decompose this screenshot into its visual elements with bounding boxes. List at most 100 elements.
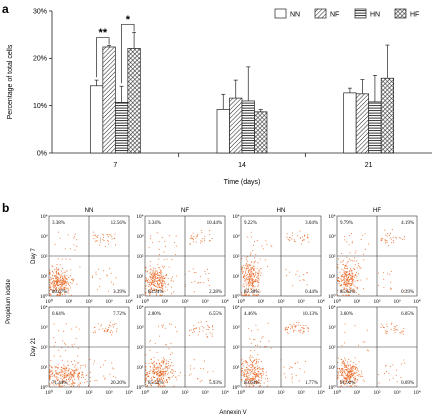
cell-point [345,276,347,278]
y-tick-label: 10⁴ [136,305,143,311]
cell-point [80,374,83,376]
cell-point [146,280,148,282]
cell-point [159,367,161,369]
cell-point [346,273,348,275]
cell-point [343,360,345,362]
cell-point [354,367,356,369]
y-tick-label: 10³ [136,234,143,240]
cell-point [52,291,54,293]
cell-point [378,382,380,384]
cell-point [250,342,252,344]
cell-point [342,274,344,276]
cell-point [337,266,339,268]
cell-point [346,370,349,372]
x-tick-label: 7 [113,162,117,169]
cell-point [64,248,66,250]
cell-point [402,333,404,335]
cell-point [254,367,256,369]
cell-point [349,365,351,367]
cell-point [346,375,348,377]
cell-point [341,275,344,278]
flow-plot-day7-HF: 9.79% 4.19%85.63% 0.39%10⁰10⁰10¹10¹10²10²1… [328,214,421,305]
cell-point [58,349,60,351]
cell-point [49,278,51,280]
cell-point [283,366,285,368]
cell-point [164,290,166,292]
cell-point [250,277,252,279]
cell-point [245,272,247,274]
cell-point [94,330,96,332]
cell-point [350,282,352,284]
cell-point [49,379,51,381]
cell-point [153,273,155,275]
cell-point [255,294,257,296]
cell-point [145,366,147,368]
cell-point [53,269,55,271]
cell-point [247,288,249,290]
cell-point [244,293,246,295]
cell-point [295,273,297,275]
cell-point [242,270,244,272]
quadrant-ul-percent: 0.64% [52,312,65,317]
cell-point [258,371,260,373]
cell-point [155,367,157,369]
cell-point [69,373,72,375]
cell-point [338,258,340,260]
cell-point [301,332,303,334]
cell-point [306,327,309,329]
cell-point [341,268,343,270]
cell-point [112,367,114,369]
y-tick-label: 10² [40,254,47,260]
cell-point [291,381,293,383]
cell-point [255,344,257,347]
cell-point [346,256,348,258]
cell-point [65,380,67,382]
cell-point [252,281,254,283]
cell-point [341,364,343,366]
cell-point [342,279,345,281]
flow-plot-day21-HN: 4.46% 10.13%83.64% 1.77%10⁰10⁰10¹10¹10²10²… [232,305,325,396]
cell-point [347,363,349,365]
cell-point [347,292,349,294]
cell-point [249,277,251,279]
cell-point [289,366,291,368]
cell-point [56,373,58,375]
cell-point [343,277,345,279]
cell-point [287,326,290,328]
cell-point [243,277,245,279]
cell-point [76,375,78,377]
cell-point [260,268,262,270]
cell-point [398,237,400,239]
cell-point [164,385,166,387]
cell-point [71,376,73,378]
cell-point [245,274,247,277]
cell-point [49,370,51,372]
cell-point [291,367,293,369]
cell-point [199,381,201,383]
cell-point [353,284,355,286]
cell-point [258,279,260,281]
cell-point [265,371,267,373]
cell-point [161,360,163,362]
cell-point [252,385,254,387]
cell-point [248,286,250,288]
cell-point [56,273,58,275]
cell-point [65,367,67,370]
cell-point [257,376,259,378]
cell-point [248,368,250,371]
row-label: Day 21 [31,337,37,357]
cell-point [56,272,58,274]
cell-point [175,275,177,277]
cell-point [303,274,305,276]
cell-point [341,275,343,277]
cell-point [249,275,251,277]
y-tick-label: 10¹ [136,365,143,371]
cell-point [341,369,343,371]
cell-point [246,283,248,285]
cell-point [241,371,243,373]
cell-point [344,264,346,267]
cell-point [355,364,357,366]
cell-point [201,241,203,243]
quadrant-ul-percent: 4.46% [244,312,257,317]
cell-point [50,294,52,296]
